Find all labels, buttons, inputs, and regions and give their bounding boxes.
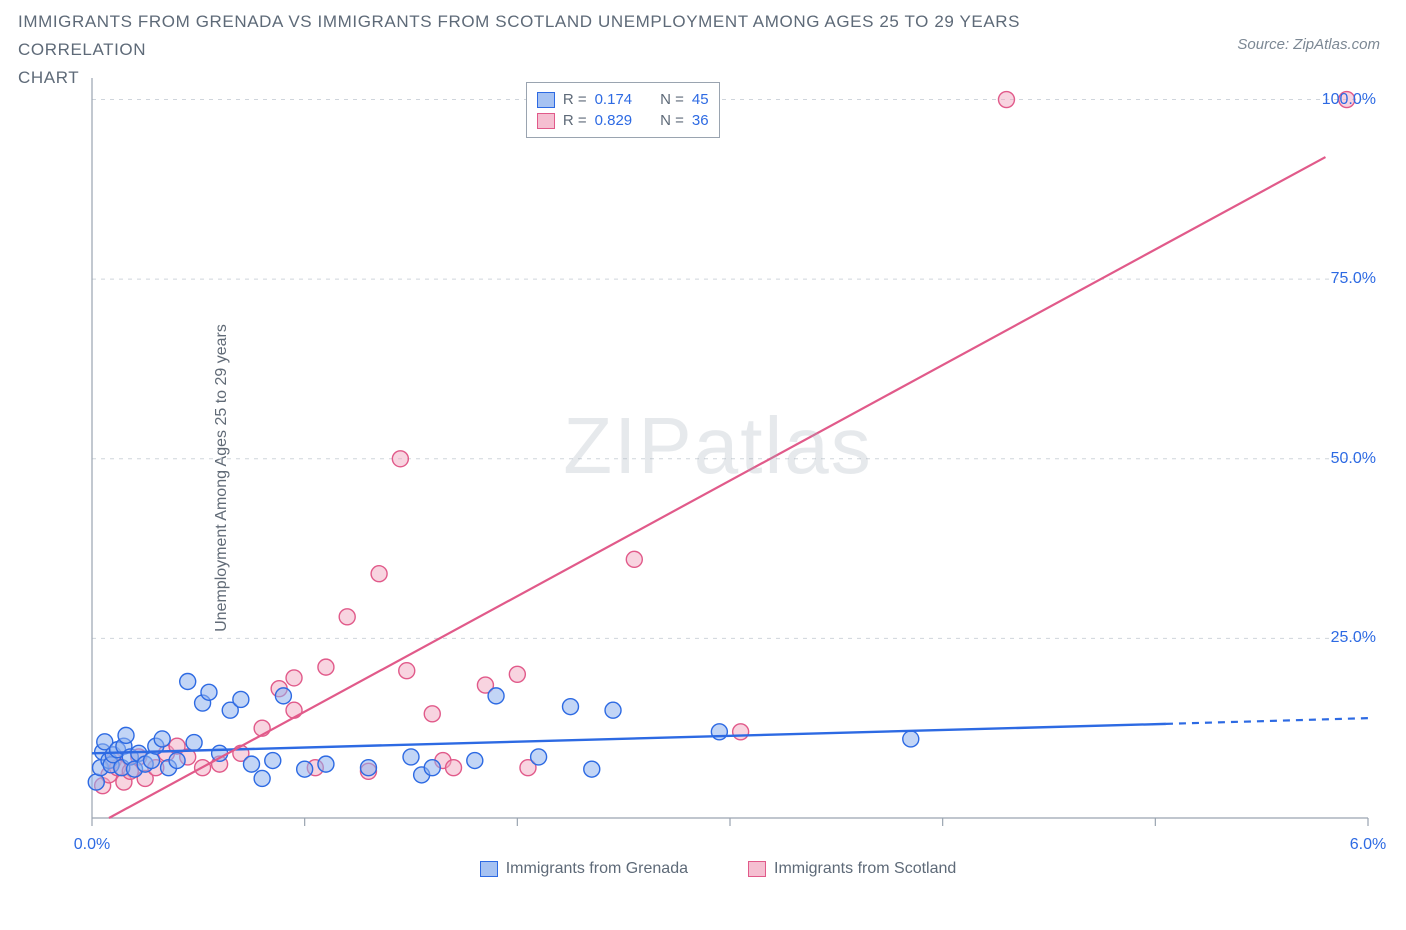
legend-label-b: Immigrants from Scotland [774, 860, 956, 878]
legend-swatch-scotland [748, 861, 766, 877]
legend-swatch-grenada [537, 92, 555, 108]
y-tick-label: 75.0% [1331, 270, 1376, 288]
r-value-a: 0.174 [595, 91, 633, 108]
scatter-plot [56, 78, 1372, 878]
stats-row-b: R = 0.829 N = 36 [537, 110, 709, 131]
n-value-b: 36 [692, 112, 709, 129]
y-tick-label: 50.0% [1331, 450, 1376, 468]
title-line-1: IMMIGRANTS FROM GRENADA VS IMMIGRANTS FR… [18, 12, 1020, 59]
n-label: N = [660, 112, 684, 129]
bottom-legend: Immigrants from Grenada Immigrants from … [56, 860, 1380, 878]
legend-label-a: Immigrants from Grenada [506, 860, 688, 878]
r-value-b: 0.829 [595, 112, 633, 129]
source-attribution: Source: ZipAtlas.com [1237, 36, 1380, 53]
n-value-a: 45 [692, 91, 709, 108]
x-tick-label: 0.0% [74, 836, 110, 854]
legend-swatch-scotland [537, 113, 555, 129]
r-label: R = [563, 112, 587, 129]
legend-item-scotland: Immigrants from Scotland [748, 860, 956, 878]
n-label: N = [660, 91, 684, 108]
source-prefix: Source: [1237, 36, 1293, 53]
x-tick-label: 6.0% [1350, 836, 1386, 854]
stats-legend: R = 0.174 N = 45 R = 0.829 N = 36 [526, 82, 720, 138]
chart-area: Unemployment Among Ages 25 to 29 years Z… [56, 78, 1380, 878]
y-tick-label: 100.0% [1322, 91, 1376, 109]
source-name: ZipAtlas.com [1293, 36, 1380, 53]
r-label: R = [563, 91, 587, 108]
y-tick-label: 25.0% [1331, 629, 1376, 647]
legend-swatch-grenada [480, 861, 498, 877]
stats-row-a: R = 0.174 N = 45 [537, 89, 709, 110]
legend-item-grenada: Immigrants from Grenada [480, 860, 688, 878]
